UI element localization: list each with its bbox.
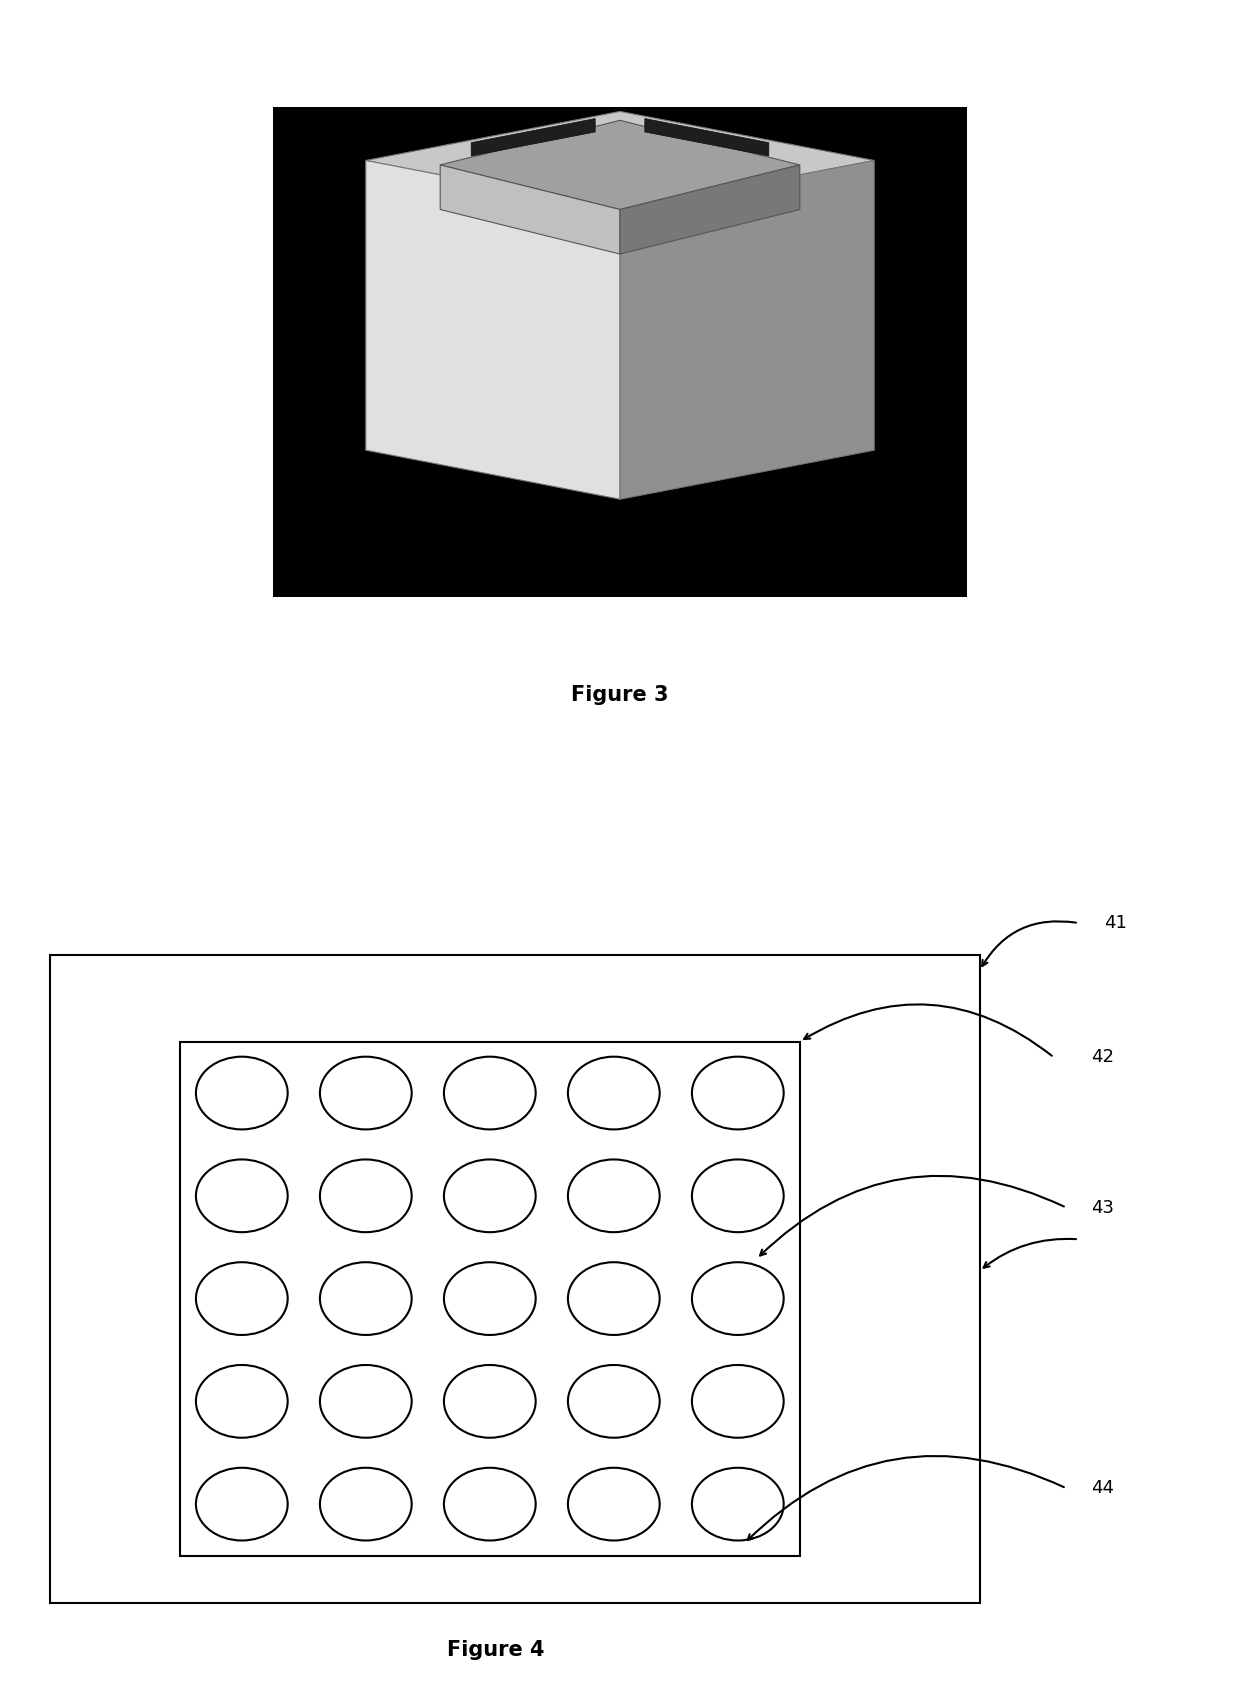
- Text: 44: 44: [1091, 1478, 1115, 1497]
- Ellipse shape: [444, 1468, 536, 1541]
- Ellipse shape: [568, 1159, 660, 1233]
- Ellipse shape: [196, 1159, 288, 1233]
- Ellipse shape: [320, 1366, 412, 1438]
- Ellipse shape: [196, 1056, 288, 1129]
- Ellipse shape: [444, 1262, 536, 1336]
- Text: Figure 4: Figure 4: [448, 1640, 544, 1660]
- Ellipse shape: [568, 1366, 660, 1438]
- Ellipse shape: [568, 1056, 660, 1129]
- Text: Figure 3: Figure 3: [572, 685, 668, 705]
- Ellipse shape: [692, 1262, 784, 1336]
- Ellipse shape: [444, 1366, 536, 1438]
- Ellipse shape: [320, 1056, 412, 1129]
- Polygon shape: [366, 111, 874, 210]
- Ellipse shape: [196, 1468, 288, 1541]
- Polygon shape: [471, 118, 595, 156]
- Text: 41: 41: [1104, 913, 1126, 932]
- Ellipse shape: [692, 1056, 784, 1129]
- Bar: [180, 1041, 800, 1556]
- Polygon shape: [440, 165, 620, 254]
- Ellipse shape: [692, 1468, 784, 1541]
- Text: 42: 42: [1091, 1048, 1115, 1066]
- Ellipse shape: [692, 1159, 784, 1233]
- Polygon shape: [620, 165, 800, 254]
- Bar: [50, 955, 980, 1603]
- Ellipse shape: [692, 1366, 784, 1438]
- Ellipse shape: [320, 1159, 412, 1233]
- Polygon shape: [440, 121, 800, 210]
- Ellipse shape: [444, 1056, 536, 1129]
- Ellipse shape: [196, 1262, 288, 1336]
- Polygon shape: [366, 160, 620, 500]
- Ellipse shape: [196, 1366, 288, 1438]
- Polygon shape: [620, 160, 874, 500]
- Bar: [273, 108, 967, 597]
- Ellipse shape: [568, 1468, 660, 1541]
- Ellipse shape: [320, 1262, 412, 1336]
- Ellipse shape: [568, 1262, 660, 1336]
- Text: 43: 43: [1091, 1199, 1115, 1216]
- Polygon shape: [645, 118, 769, 156]
- Ellipse shape: [444, 1159, 536, 1233]
- Ellipse shape: [320, 1468, 412, 1541]
